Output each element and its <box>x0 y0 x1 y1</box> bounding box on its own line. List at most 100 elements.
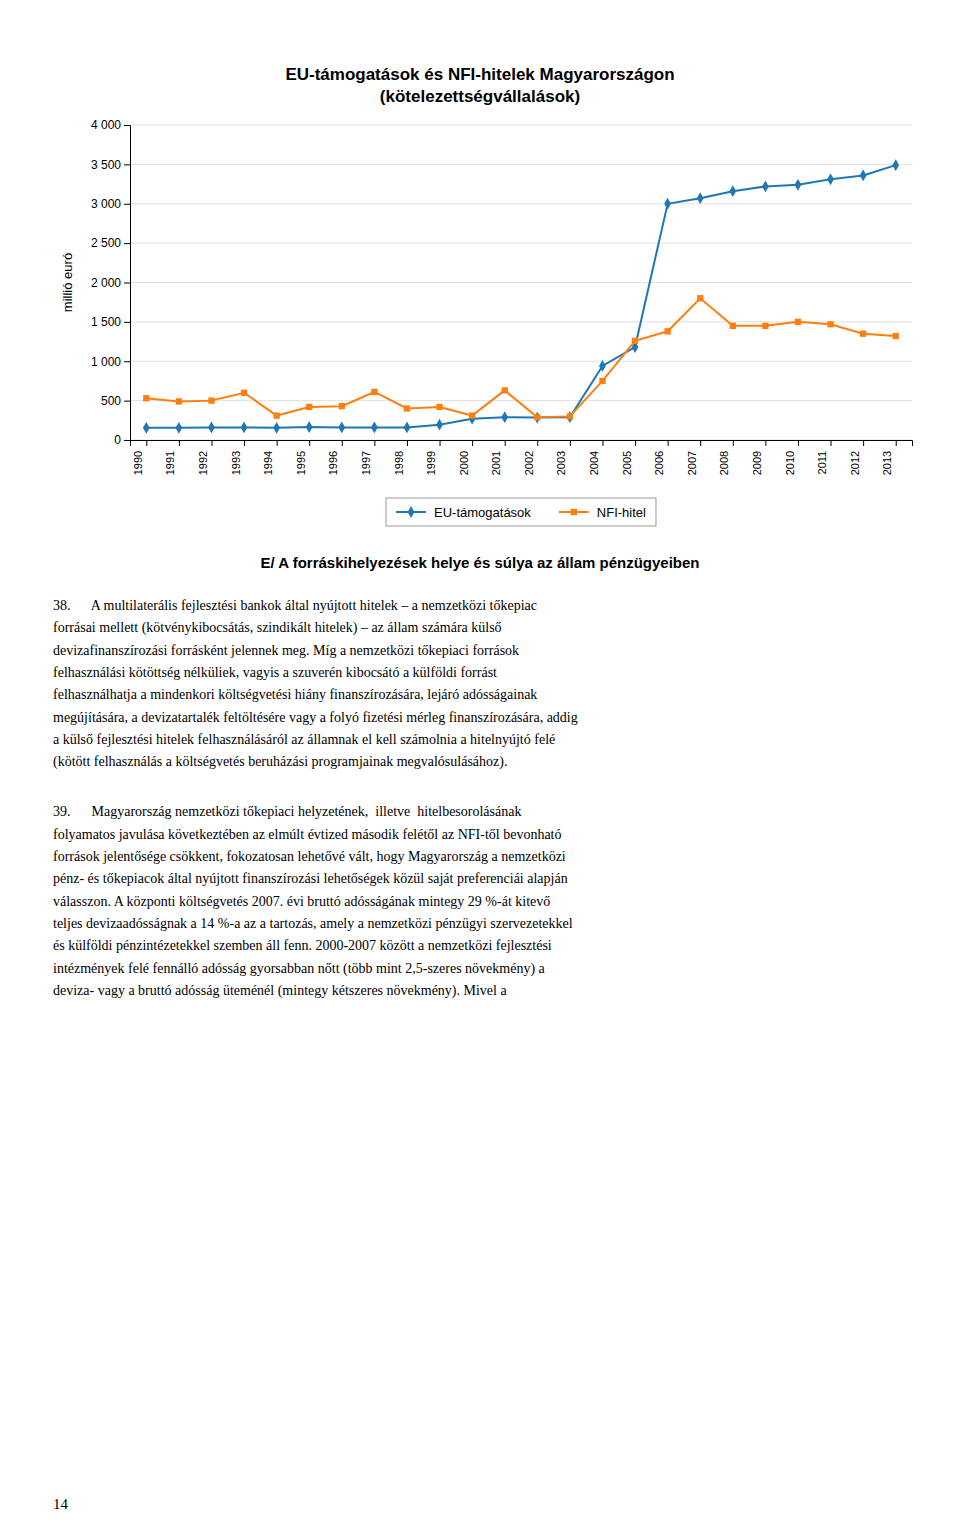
heading: E/ A forráskihelyezések helye és súlya a… <box>260 554 699 571</box>
y-tick-mark <box>124 164 130 165</box>
x-tick-mark <box>765 440 766 446</box>
x-tick-mark <box>668 440 669 446</box>
legend-label: EU-támogatások <box>434 505 531 520</box>
paragraph-line: források jelentősége csökkent, fokozatos… <box>53 849 566 864</box>
x-tick-mark <box>407 440 408 446</box>
x-tick-mark <box>896 440 897 446</box>
x-tick-label: 2011 <box>816 451 828 475</box>
legend-label: NFI-hitel <box>597 505 646 520</box>
data-point <box>436 419 443 431</box>
data-point <box>534 414 540 420</box>
data-point <box>241 422 248 434</box>
x-tick-mark <box>440 440 441 446</box>
y-axis-title: millió euró <box>60 253 75 312</box>
x-tick-label: 2005 <box>621 451 633 475</box>
data-point <box>795 179 802 191</box>
x-tick-mark <box>537 440 538 446</box>
x-tick-label: 2002 <box>523 451 535 475</box>
paragraph-line: forrásai mellett (kötvénykibocsátás, szi… <box>53 620 502 636</box>
data-point <box>664 198 671 210</box>
data-point <box>469 413 476 425</box>
x-tick-mark <box>472 440 473 446</box>
x-tick: 2002 <box>523 440 538 475</box>
x-tick-label: 1996 <box>327 451 339 475</box>
paragraph-line: felhasználási kötöttség nélküliek, vagyi… <box>53 665 497 680</box>
x-axis-line <box>131 441 913 447</box>
x-tick-mark <box>733 440 734 446</box>
data-point <box>436 404 442 410</box>
data-point <box>892 159 899 171</box>
paragraph-line: felhasználhatja a mindenkori költségveté… <box>53 687 537 702</box>
paragraph-line: a külső fejlesztési hitelek felhasználás… <box>53 732 555 747</box>
x-tick: 2005 <box>621 440 636 475</box>
data-point <box>502 387 508 393</box>
data-point <box>860 170 867 182</box>
paragraph-line: teljes devizaadósságnak a 14 %-a az a ta… <box>53 916 573 931</box>
data-point <box>860 331 866 337</box>
x-tick: 1991 <box>164 440 179 475</box>
y-tick-mark <box>124 440 130 441</box>
data-point <box>306 404 312 410</box>
x-tick-mark <box>831 440 832 446</box>
y-tick-mark <box>124 322 130 323</box>
x-tick: 2012 <box>849 440 864 475</box>
y-tick-label: 4 000 <box>91 118 121 132</box>
x-tick-label: 1991 <box>164 451 176 475</box>
grid-line <box>130 400 912 401</box>
paragraph: 39. Magyarország nemzetközi tőkepiaci he… <box>53 804 573 998</box>
grid-line <box>130 203 912 204</box>
grid-line <box>130 361 912 362</box>
paragraph-line: 38. A multilaterális fejlesztési bankok … <box>53 598 537 613</box>
data-point <box>632 338 638 344</box>
y-tick-label: 3 500 <box>91 158 121 172</box>
y-tick-label: 3 000 <box>91 197 121 211</box>
legend-marker <box>571 509 577 515</box>
data-point <box>762 181 769 193</box>
series-line <box>146 165 895 428</box>
data-point <box>469 412 475 418</box>
grid-line <box>130 125 912 126</box>
x-tick-mark <box>570 440 571 446</box>
x-tick: 1992 <box>197 440 212 475</box>
data-point <box>371 389 377 395</box>
y-tick: 0 <box>114 433 130 447</box>
data-point <box>730 323 736 329</box>
x-tick-label: 2007 <box>686 451 698 475</box>
y-axis: 05001 0001 5002 0002 5003 0003 5004 000 <box>91 118 131 447</box>
paragraph-line: pénz- és tőkepiacok által nyújtott finan… <box>53 871 568 886</box>
paragraph-line: (kötött felhasználás a költségvetés beru… <box>53 754 507 770</box>
grid <box>130 125 912 440</box>
paragraph-line: 39. Magyarország nemzetközi tőkepiaci he… <box>53 804 521 819</box>
x-tick-mark <box>309 440 310 446</box>
y-tick: 1 500 <box>91 315 130 329</box>
x-tick-label: 1993 <box>230 451 242 475</box>
legend-marker <box>408 506 415 518</box>
y-tick-mark <box>124 361 130 362</box>
x-tick: 2008 <box>718 440 733 475</box>
data-point <box>273 422 280 434</box>
x-tick-label: 2009 <box>751 451 763 475</box>
x-tick-label: 2003 <box>555 451 567 475</box>
x-tick-mark <box>374 440 375 446</box>
grid-line <box>130 164 912 165</box>
data-point <box>599 378 605 384</box>
data-point <box>893 333 899 339</box>
y-tick-label: 2 500 <box>91 236 121 250</box>
x-tick: 2000 <box>458 440 473 475</box>
paragraph-line: és külföldi pénzintézetekkel szemben áll… <box>53 938 552 953</box>
x-tick: 1996 <box>327 440 342 475</box>
grid-line <box>130 243 912 244</box>
data-point <box>404 422 411 434</box>
x-tick-label: 2006 <box>653 451 665 475</box>
x-tick: 2003 <box>555 440 570 475</box>
data-point <box>273 412 279 418</box>
page-number: 14 <box>53 1496 69 1512</box>
y-tick: 2 000 <box>91 276 130 290</box>
legend-item: EU-támogatások <box>396 505 531 520</box>
data-point <box>241 390 247 396</box>
data-point <box>143 422 150 434</box>
y-tick-mark <box>124 283 130 284</box>
x-tick: 2009 <box>751 440 766 475</box>
y-tick-mark <box>124 243 130 244</box>
x-tick-mark <box>602 440 603 446</box>
